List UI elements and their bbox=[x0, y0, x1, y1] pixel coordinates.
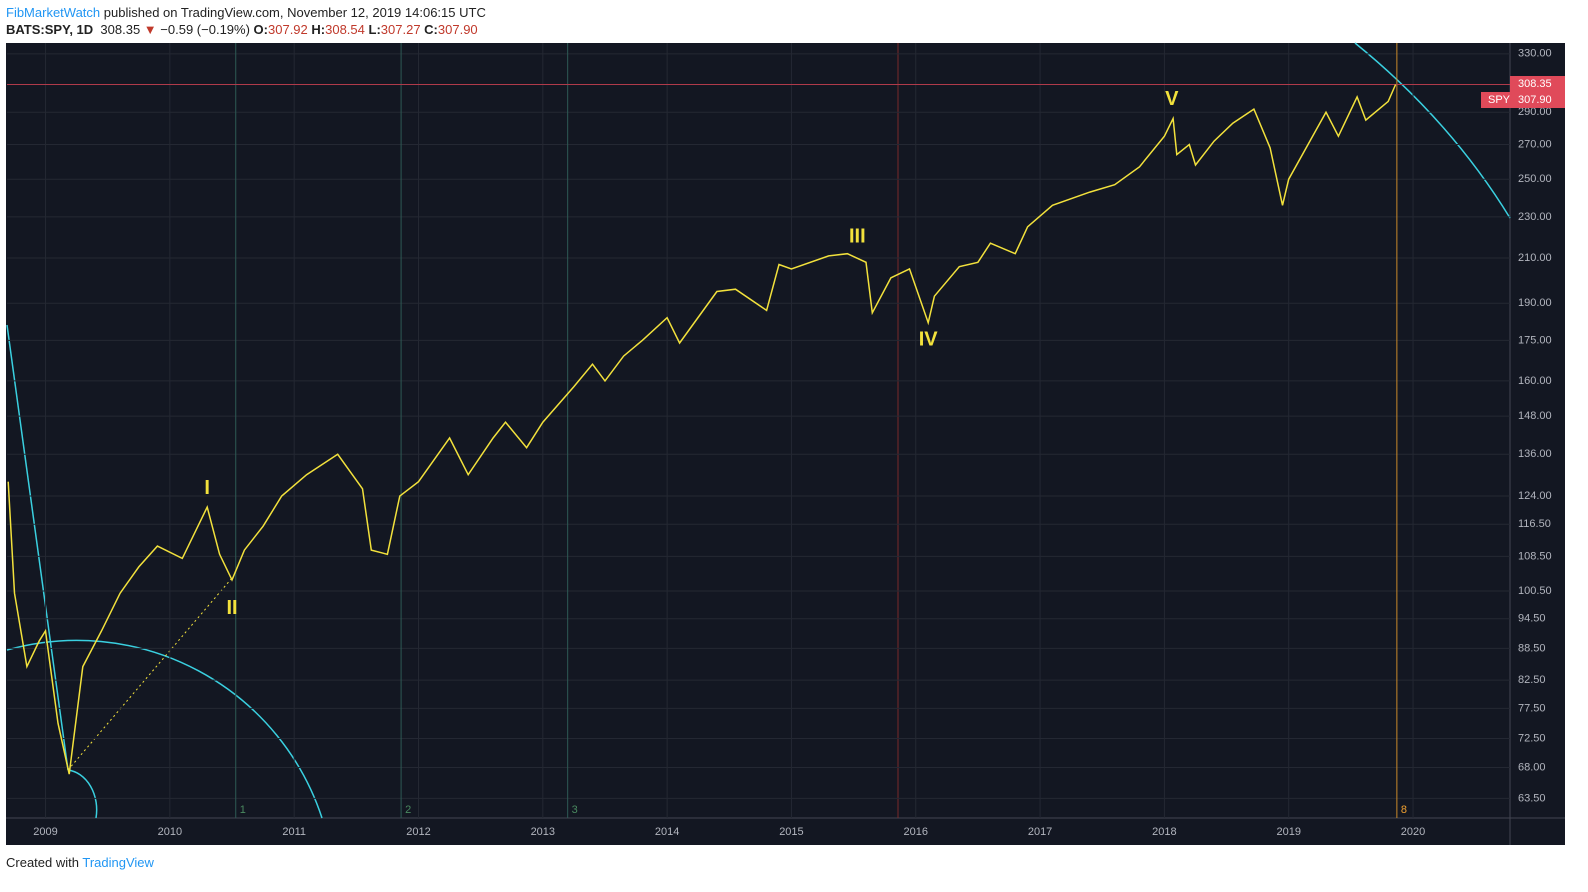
fib-label: 1 bbox=[240, 804, 246, 816]
y-tick-label: 148.00 bbox=[1518, 410, 1552, 422]
symbol: BATS:SPY, 1D bbox=[6, 22, 94, 37]
price-tag-text: 308.35 bbox=[1518, 78, 1552, 90]
price-line bbox=[7, 84, 1397, 775]
x-tick-label: 2020 bbox=[1401, 826, 1425, 838]
wave-label: IV bbox=[919, 329, 939, 351]
fib-arc bbox=[6, 639, 323, 819]
brand[interactable]: TradingView bbox=[82, 855, 154, 870]
wave-label: V bbox=[1165, 88, 1179, 110]
y-tick-label: 68.00 bbox=[1518, 761, 1546, 773]
y-tick-label: 250.00 bbox=[1518, 173, 1552, 185]
x-tick-label: 2018 bbox=[1152, 826, 1176, 838]
x-tick-label: 2016 bbox=[904, 826, 928, 838]
trend-arc bbox=[1354, 42, 1511, 219]
h-label: H: bbox=[311, 22, 326, 37]
y-tick-label: 100.50 bbox=[1518, 585, 1552, 597]
y-tick-label: 94.50 bbox=[1518, 613, 1546, 625]
y-tick-label: 116.50 bbox=[1518, 518, 1551, 530]
y-tick-label: 88.50 bbox=[1518, 642, 1546, 654]
y-tick-label: 82.50 bbox=[1518, 674, 1546, 686]
y-tick-label: 290.00 bbox=[1518, 106, 1552, 118]
change: −0.59 (−0.19%) bbox=[160, 22, 250, 37]
published: published on TradingView.com, November 1… bbox=[103, 5, 486, 20]
fib-label: 3 bbox=[572, 804, 578, 816]
c: 307.90 bbox=[437, 22, 478, 37]
x-tick-label: 2012 bbox=[406, 826, 430, 838]
x-tick-label: 2017 bbox=[1028, 826, 1052, 838]
y-tick-label: 63.50 bbox=[1518, 792, 1546, 804]
c-label: C: bbox=[424, 22, 438, 37]
line1: FibMarketWatch published on TradingView.… bbox=[6, 4, 486, 21]
l: 307.27 bbox=[380, 22, 421, 37]
x-tick-label: 2019 bbox=[1276, 826, 1300, 838]
down-arrow: ▼ bbox=[143, 22, 157, 37]
y-tick-label: 210.00 bbox=[1518, 252, 1552, 264]
o-label: O: bbox=[253, 22, 268, 37]
y-tick-label: 175.00 bbox=[1518, 334, 1552, 346]
plot-bg bbox=[6, 43, 1565, 845]
y-tick-label: 230.00 bbox=[1518, 211, 1552, 223]
h: 308.54 bbox=[325, 22, 365, 37]
wave-label: II bbox=[226, 597, 237, 619]
trend-line bbox=[6, 324, 69, 771]
x-tick-label: 2014 bbox=[655, 826, 679, 838]
price-tag-text: 307.90 bbox=[1518, 94, 1552, 106]
dotted-line bbox=[67, 577, 233, 771]
footer: Created with TradingView bbox=[6, 855, 154, 870]
y-tick-label: 77.50 bbox=[1518, 702, 1546, 714]
price-tag bbox=[1481, 92, 1565, 108]
fib-arc bbox=[67, 769, 98, 819]
line2: BATS:SPY, 1D 308.35 ▼ −0.59 (−0.19%) O:3… bbox=[6, 21, 486, 38]
o: 307.92 bbox=[268, 22, 308, 37]
x-tick-label: 2009 bbox=[33, 826, 57, 838]
y-tick-label: 124.00 bbox=[1518, 490, 1552, 502]
last: 308.35 bbox=[100, 22, 141, 37]
author[interactable]: FibMarketWatch bbox=[6, 5, 101, 20]
x-tick-label: 2011 bbox=[282, 826, 306, 838]
fib-label: 8 bbox=[1401, 804, 1407, 816]
header: FibMarketWatch published on TradingView.… bbox=[6, 4, 486, 38]
y-tick-label: 190.00 bbox=[1518, 297, 1552, 309]
l-label: L: bbox=[368, 22, 381, 37]
price-tag bbox=[1510, 76, 1565, 92]
wave-label: III bbox=[849, 225, 866, 247]
x-tick-label: 2015 bbox=[779, 826, 803, 838]
price-tag-text: SPY bbox=[1488, 94, 1511, 106]
y-tick-label: 72.50 bbox=[1518, 732, 1546, 744]
created: Created with bbox=[6, 855, 79, 870]
x-tick-label: 2010 bbox=[158, 826, 182, 838]
y-tick-label: 136.00 bbox=[1518, 448, 1552, 460]
wave-label: I bbox=[204, 477, 210, 499]
y-tick-label: 108.50 bbox=[1518, 550, 1552, 562]
x-tick-label: 2013 bbox=[531, 826, 555, 838]
fib-label: 2 bbox=[405, 804, 411, 816]
y-tick-label: 330.00 bbox=[1518, 48, 1552, 60]
y-tick-label: 160.00 bbox=[1518, 375, 1552, 387]
y-tick-label: 270.00 bbox=[1518, 138, 1552, 150]
